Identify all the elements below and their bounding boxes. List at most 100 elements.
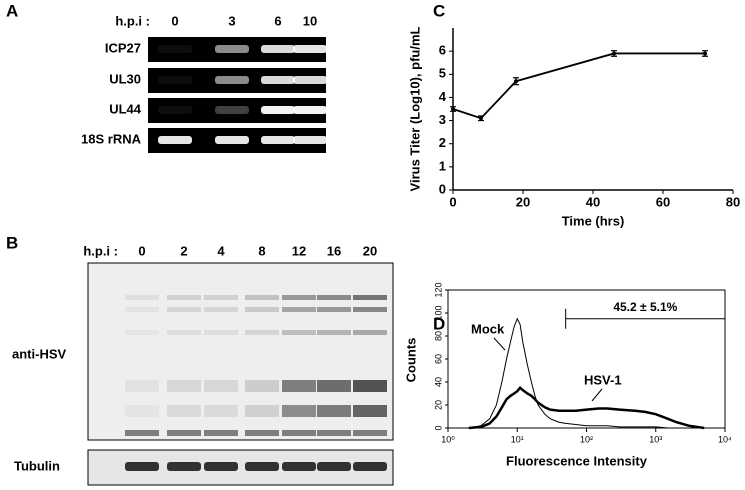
x-axis-label: Fluorescence Intensity bbox=[506, 453, 648, 468]
x-tick-label: 10⁴ bbox=[718, 434, 732, 444]
band bbox=[215, 45, 249, 53]
row-label: Tubulin bbox=[14, 458, 60, 473]
y-tick-label: 2 bbox=[439, 135, 446, 150]
x-tick-label: 10¹ bbox=[511, 434, 524, 444]
band bbox=[353, 405, 387, 417]
band bbox=[353, 295, 387, 300]
y-tick-label: 0 bbox=[433, 425, 443, 430]
row-label: UL44 bbox=[109, 101, 142, 116]
band bbox=[215, 106, 249, 114]
band bbox=[204, 462, 238, 471]
band bbox=[282, 462, 316, 471]
row-label: 18S rRNA bbox=[81, 131, 142, 146]
y-tick-label: 100 bbox=[433, 305, 443, 320]
plot-frame bbox=[447, 289, 726, 429]
band bbox=[204, 405, 238, 417]
band bbox=[245, 307, 279, 312]
point bbox=[451, 107, 455, 111]
legend-label: HSV-1 bbox=[584, 372, 622, 387]
band bbox=[317, 330, 351, 335]
band bbox=[125, 380, 159, 392]
lane-label: 12 bbox=[292, 243, 306, 258]
y-tick-label: 1 bbox=[439, 158, 446, 173]
band bbox=[125, 330, 159, 335]
band bbox=[245, 295, 279, 300]
band bbox=[317, 295, 351, 300]
band bbox=[317, 430, 351, 436]
histogram-line bbox=[468, 317, 705, 429]
band bbox=[167, 405, 201, 417]
band bbox=[125, 462, 159, 471]
band bbox=[317, 380, 351, 392]
y-axis-label: Virus Titer (Log10), pfu/mL bbox=[407, 26, 422, 191]
band bbox=[245, 380, 279, 392]
y-tick-label: 4 bbox=[439, 89, 447, 104]
lane-label: 3 bbox=[228, 13, 235, 28]
band bbox=[353, 380, 387, 392]
band bbox=[204, 295, 238, 300]
lane-label: 0 bbox=[171, 13, 178, 28]
x-tick-label: 0 bbox=[449, 194, 456, 209]
lane-label: 10 bbox=[303, 13, 317, 28]
gate-label: 45.2 ± 5.1% bbox=[613, 300, 677, 314]
band bbox=[167, 430, 201, 436]
band bbox=[204, 330, 238, 335]
band bbox=[204, 307, 238, 312]
band bbox=[215, 76, 249, 84]
band bbox=[167, 330, 201, 335]
band bbox=[293, 136, 327, 144]
y-tick-label: 3 bbox=[439, 112, 446, 127]
x-tick-label: 10³ bbox=[649, 434, 662, 444]
band bbox=[261, 76, 295, 84]
band bbox=[317, 462, 351, 471]
arrow bbox=[591, 388, 603, 402]
point bbox=[703, 51, 707, 56]
lane-label: 6 bbox=[274, 13, 281, 28]
y-tick-label: 120 bbox=[433, 282, 443, 297]
y-axis-label: Counts bbox=[403, 338, 418, 383]
band bbox=[125, 430, 159, 436]
x-axis-label: Time (hrs) bbox=[562, 213, 625, 228]
point bbox=[612, 51, 616, 56]
panel-label: D bbox=[433, 314, 445, 333]
band bbox=[293, 76, 327, 84]
histogram-line bbox=[468, 385, 705, 430]
band bbox=[282, 307, 316, 312]
hpi-label: h.p.i : bbox=[83, 243, 118, 258]
band bbox=[282, 330, 316, 335]
band bbox=[167, 307, 201, 312]
y-tick-label: 40 bbox=[433, 377, 443, 387]
band bbox=[282, 380, 316, 392]
band bbox=[282, 295, 316, 300]
band bbox=[293, 106, 327, 114]
band bbox=[293, 45, 327, 53]
band bbox=[261, 136, 295, 144]
y-tick-label: 6 bbox=[439, 43, 446, 58]
point bbox=[514, 79, 518, 84]
band bbox=[167, 295, 201, 300]
line bbox=[452, 52, 705, 120]
y-tick-label: 60 bbox=[433, 354, 443, 364]
band bbox=[245, 430, 279, 436]
band bbox=[167, 462, 201, 471]
y-tick-label: 5 bbox=[439, 66, 446, 81]
band bbox=[125, 405, 159, 417]
row-label: ICP27 bbox=[105, 40, 141, 55]
lane-label: 0 bbox=[138, 243, 145, 258]
band bbox=[317, 405, 351, 417]
lane-label: 16 bbox=[327, 243, 341, 258]
panel-label: C bbox=[433, 1, 445, 20]
row-label: anti-HSV bbox=[12, 346, 67, 361]
point bbox=[479, 116, 483, 121]
band bbox=[353, 462, 387, 471]
lane-label: 8 bbox=[258, 243, 265, 258]
hpi-label: h.p.i : bbox=[115, 13, 150, 28]
band bbox=[125, 307, 159, 312]
x-tick-label: 60 bbox=[656, 194, 670, 209]
band bbox=[158, 136, 192, 144]
panel-label: B bbox=[6, 233, 18, 252]
band bbox=[158, 45, 192, 53]
band bbox=[261, 106, 295, 114]
band bbox=[158, 106, 192, 114]
